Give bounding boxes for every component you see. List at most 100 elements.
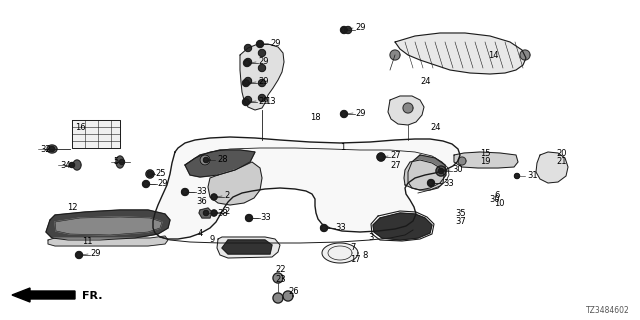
Polygon shape xyxy=(259,65,266,71)
Polygon shape xyxy=(120,159,125,164)
Polygon shape xyxy=(321,226,326,230)
Polygon shape xyxy=(143,180,150,188)
Polygon shape xyxy=(200,155,210,165)
Text: 20: 20 xyxy=(556,148,566,157)
Polygon shape xyxy=(199,208,212,218)
Polygon shape xyxy=(243,99,250,106)
Polygon shape xyxy=(244,97,252,103)
Text: 17: 17 xyxy=(350,254,360,263)
Polygon shape xyxy=(204,211,209,215)
Polygon shape xyxy=(390,50,400,60)
Text: 7: 7 xyxy=(350,243,355,252)
Text: 26: 26 xyxy=(288,287,299,297)
Text: 9: 9 xyxy=(210,236,215,244)
Text: 32: 32 xyxy=(40,145,51,154)
Text: 19: 19 xyxy=(480,156,490,165)
Polygon shape xyxy=(403,103,413,113)
Text: 29: 29 xyxy=(258,97,269,106)
Polygon shape xyxy=(217,237,280,258)
Text: 12: 12 xyxy=(67,203,77,212)
Text: 11: 11 xyxy=(82,237,93,246)
Polygon shape xyxy=(243,79,250,86)
Text: 8: 8 xyxy=(362,251,367,260)
Polygon shape xyxy=(436,166,446,176)
Polygon shape xyxy=(259,79,266,86)
Polygon shape xyxy=(404,160,444,190)
Polygon shape xyxy=(70,163,74,167)
Text: 31: 31 xyxy=(527,172,538,180)
Polygon shape xyxy=(55,217,162,235)
Text: 28: 28 xyxy=(217,156,228,164)
Polygon shape xyxy=(49,147,54,151)
Text: 29: 29 xyxy=(258,77,269,86)
Text: 35: 35 xyxy=(455,210,466,219)
Text: 22: 22 xyxy=(275,266,285,275)
Text: 4: 4 xyxy=(198,229,204,238)
Polygon shape xyxy=(244,44,252,52)
Polygon shape xyxy=(48,236,168,246)
Polygon shape xyxy=(259,94,266,101)
Text: 24: 24 xyxy=(430,124,440,132)
Text: 6: 6 xyxy=(494,190,499,199)
Text: 33: 33 xyxy=(196,188,207,196)
Text: 30: 30 xyxy=(452,165,463,174)
Polygon shape xyxy=(73,160,81,170)
Text: 3: 3 xyxy=(368,233,373,242)
Polygon shape xyxy=(77,252,81,258)
Text: 18: 18 xyxy=(310,113,321,122)
Polygon shape xyxy=(146,170,154,178)
Text: 5: 5 xyxy=(113,157,118,166)
Polygon shape xyxy=(395,33,526,74)
Polygon shape xyxy=(340,110,348,117)
Polygon shape xyxy=(454,152,518,168)
Text: 27: 27 xyxy=(390,151,401,161)
Polygon shape xyxy=(244,59,252,66)
Text: 13: 13 xyxy=(265,98,276,107)
Polygon shape xyxy=(273,273,283,283)
Polygon shape xyxy=(259,50,266,57)
Polygon shape xyxy=(257,41,264,47)
Polygon shape xyxy=(153,137,460,239)
Polygon shape xyxy=(246,214,253,221)
Polygon shape xyxy=(222,240,272,254)
Text: 38: 38 xyxy=(217,209,228,218)
Polygon shape xyxy=(340,27,348,34)
Text: 29: 29 xyxy=(355,23,365,33)
Polygon shape xyxy=(244,77,252,84)
Polygon shape xyxy=(76,252,83,259)
Polygon shape xyxy=(344,27,351,34)
Polygon shape xyxy=(243,60,250,67)
Text: 23: 23 xyxy=(275,275,285,284)
Text: 29: 29 xyxy=(90,250,100,259)
Polygon shape xyxy=(185,150,255,177)
Polygon shape xyxy=(240,44,284,110)
Polygon shape xyxy=(116,156,124,168)
Polygon shape xyxy=(204,157,209,163)
Polygon shape xyxy=(246,215,252,220)
Polygon shape xyxy=(46,210,170,240)
Polygon shape xyxy=(408,155,446,190)
FancyArrow shape xyxy=(12,288,75,302)
Text: 34: 34 xyxy=(60,161,70,170)
Polygon shape xyxy=(211,211,216,215)
Polygon shape xyxy=(377,153,385,161)
Polygon shape xyxy=(182,188,189,196)
Polygon shape xyxy=(322,243,358,263)
Polygon shape xyxy=(147,172,152,177)
Polygon shape xyxy=(321,225,328,231)
Polygon shape xyxy=(536,152,568,183)
Polygon shape xyxy=(143,181,148,187)
Polygon shape xyxy=(243,100,248,105)
Text: 15: 15 xyxy=(480,148,490,157)
Polygon shape xyxy=(373,213,432,240)
Text: 14: 14 xyxy=(488,51,499,60)
Polygon shape xyxy=(211,210,217,216)
Text: 29: 29 xyxy=(355,108,365,117)
Polygon shape xyxy=(208,162,262,205)
Text: 30: 30 xyxy=(489,195,500,204)
Text: 2: 2 xyxy=(224,207,229,217)
Polygon shape xyxy=(273,293,283,303)
Text: 21: 21 xyxy=(556,157,566,166)
Text: 1: 1 xyxy=(340,143,345,153)
Polygon shape xyxy=(283,291,293,301)
